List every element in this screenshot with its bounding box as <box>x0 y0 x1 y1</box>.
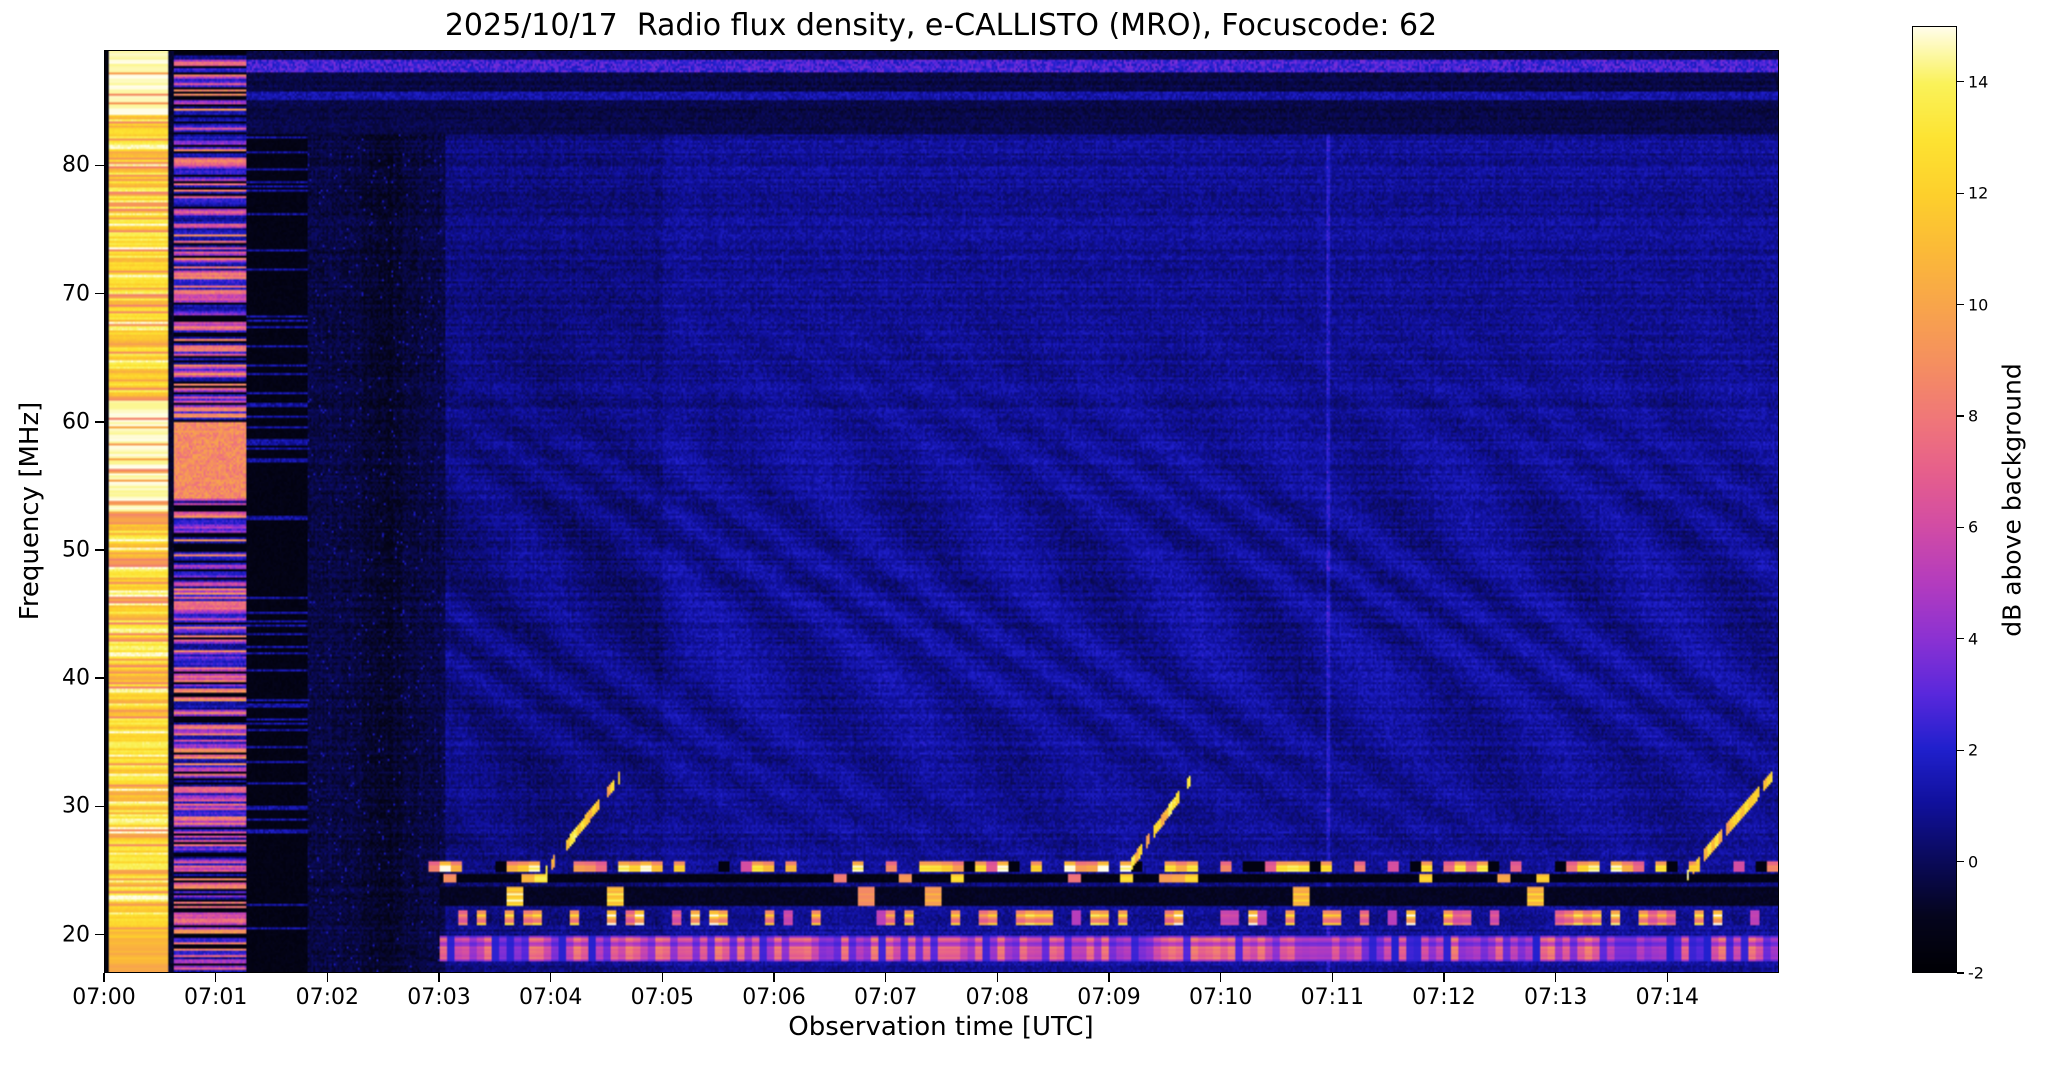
x-tick-mark <box>549 973 552 982</box>
y-tick-label: 80 <box>62 152 90 178</box>
y-tick-mark <box>95 549 104 551</box>
y-tick-label: 50 <box>62 537 90 563</box>
x-tick-label: 07:08 <box>965 985 1030 1010</box>
y-tick-label: 60 <box>62 409 90 435</box>
x-tick-mark <box>214 973 217 982</box>
x-tick-label: 07:14 <box>1635 985 1700 1010</box>
x-tick-label: 07:01 <box>183 985 248 1010</box>
x-tick-mark <box>1331 973 1334 982</box>
x-tick-label: 07:05 <box>630 985 695 1010</box>
x-tick-mark <box>103 973 105 982</box>
y-tick-mark <box>95 292 104 295</box>
colorbar-gradient-canvas <box>1913 27 1956 972</box>
x-tick-mark <box>1443 973 1445 982</box>
colorbar-label: dB above background <box>1997 363 2027 637</box>
x-tick-mark <box>438 973 440 982</box>
y-tick-mark <box>95 164 104 167</box>
x-tick-mark <box>1219 973 1222 982</box>
colorbar-tick-label: 14 <box>1968 72 1989 92</box>
x-tick-mark <box>996 973 999 982</box>
colorbar-tick-label: 2 <box>1968 740 1979 760</box>
colorbar-tick-mark <box>1957 972 1964 974</box>
colorbar-tick-mark <box>1957 81 1964 83</box>
colorbar-tick-label: 8 <box>1968 406 1979 426</box>
y-tick-mark <box>95 933 104 936</box>
colorbar-tick-label: 6 <box>1968 517 1979 537</box>
x-tick-label: 07:06 <box>742 985 806 1010</box>
y-tick-mark <box>95 677 104 679</box>
colorbar-tick-label: 0 <box>1968 852 1979 872</box>
x-tick-label: 07:09 <box>1077 985 1141 1010</box>
colorbar-tick-label: 12 <box>1968 183 1989 203</box>
y-tick-label: 30 <box>62 793 90 819</box>
x-tick-mark <box>326 973 329 982</box>
y-tick-mark <box>95 421 104 423</box>
colorbar-tick-mark <box>1957 303 1964 306</box>
x-tick-mark <box>1108 973 1110 982</box>
colorbar-tick-label: -2 <box>1968 963 1984 983</box>
x-tick-label: 07:04 <box>518 985 583 1010</box>
spectrogram-canvas <box>105 51 1778 972</box>
colorbar-tick-mark <box>1957 526 1964 528</box>
colorbar-tick-mark <box>1957 192 1964 194</box>
y-tick-label: 70 <box>62 281 90 307</box>
y-tick-mark <box>95 805 104 808</box>
x-tick-label: 07:11 <box>1300 985 1365 1010</box>
y-tick-label: 20 <box>62 922 90 948</box>
x-tick-mark <box>884 973 887 982</box>
x-axis-label: Observation time [UTC] <box>788 1012 1094 1042</box>
colorbar-tick-label: 10 <box>1968 295 1989 315</box>
spectrogram-plot <box>104 50 1779 973</box>
x-tick-label: 07:12 <box>1412 985 1476 1010</box>
colorbar-tick-mark <box>1957 860 1964 863</box>
y-tick-label: 40 <box>62 665 90 691</box>
x-tick-label: 07:02 <box>295 985 360 1010</box>
x-tick-mark <box>1666 973 1669 982</box>
chart-title: 2025/10/17 Radio flux density, e-CALLIST… <box>444 8 1438 43</box>
colorbar-tick-mark <box>1957 415 1964 417</box>
x-tick-mark <box>661 973 664 982</box>
x-tick-label: 07:00 <box>72 985 136 1010</box>
x-tick-label: 07:13 <box>1523 985 1588 1010</box>
colorbar-tick-mark <box>1957 638 1964 640</box>
x-tick-mark <box>773 973 775 982</box>
x-tick-label: 07:10 <box>1188 985 1253 1010</box>
x-tick-label: 07:07 <box>853 985 918 1010</box>
colorbar-tick-mark <box>1957 749 1964 751</box>
colorbar-tick-label: 4 <box>1968 629 1979 649</box>
colorbar <box>1912 26 1957 973</box>
x-tick-mark <box>1554 973 1557 982</box>
y-axis-label: Frequency [MHz] <box>15 401 45 621</box>
x-tick-label: 07:03 <box>407 985 471 1010</box>
